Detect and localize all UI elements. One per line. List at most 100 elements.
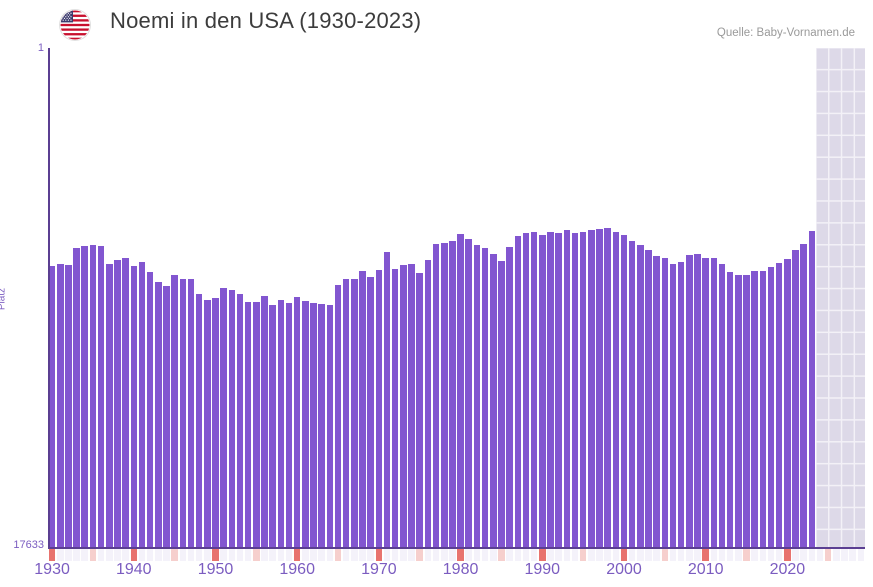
bar[interactable] [514,236,522,548]
bar[interactable] [416,273,423,548]
bar[interactable] [391,268,399,548]
bar[interactable] [743,274,750,548]
bar[interactable] [547,232,554,548]
bar[interactable] [800,243,807,548]
bar[interactable] [702,257,709,548]
bar[interactable] [318,304,325,548]
bar[interactable] [138,262,146,548]
bar[interactable] [155,282,162,548]
bar[interactable] [97,246,105,548]
bar[interactable] [726,272,734,548]
bar[interactable] [440,242,448,548]
bar[interactable] [571,232,579,548]
bar[interactable] [792,249,799,548]
bar[interactable] [686,254,693,548]
bar[interactable] [56,263,64,548]
bar[interactable] [735,275,742,548]
bar[interactable] [555,232,562,548]
bar[interactable] [645,249,652,548]
bar[interactable] [563,230,571,548]
bar[interactable] [465,239,473,548]
bar[interactable] [244,301,252,548]
bar[interactable] [628,240,636,548]
bar[interactable] [596,229,603,548]
bar[interactable] [775,262,783,548]
x-axis-tick [97,549,105,561]
bar[interactable] [293,297,301,548]
bar[interactable] [302,300,309,548]
bar[interactable] [400,264,407,548]
bar[interactable] [718,264,726,548]
bar[interactable] [669,263,677,548]
bar[interactable] [375,270,383,548]
bar[interactable] [236,293,244,548]
bar[interactable] [604,228,611,548]
bar[interactable] [342,278,350,548]
bar[interactable] [65,264,72,548]
bar[interactable] [408,264,415,548]
bar[interactable] [457,233,464,548]
bar[interactable] [677,261,685,548]
x-tick-label: 1970 [361,561,397,578]
page-title: Noemi in den USA (1930-2023) [110,8,422,33]
bar[interactable] [228,290,236,548]
bar[interactable] [163,286,170,548]
bar[interactable] [784,258,791,548]
bar[interactable] [751,271,758,548]
bar[interactable] [269,304,276,548]
bar[interactable] [146,272,154,548]
bar[interactable] [653,255,660,548]
bar[interactable] [579,232,587,548]
bar[interactable] [498,260,505,548]
bar[interactable] [489,253,497,548]
bar[interactable] [637,244,644,548]
bar[interactable] [253,302,260,548]
bar[interactable] [261,296,268,548]
bar[interactable] [612,231,620,548]
bar[interactable] [506,247,513,548]
bar[interactable] [359,270,366,548]
bar[interactable] [383,252,391,548]
bar[interactable] [73,247,80,548]
bar[interactable] [195,293,203,548]
bar[interactable] [171,275,178,548]
bar[interactable] [759,271,767,548]
bar[interactable] [588,230,595,548]
bar[interactable] [808,230,816,548]
bar[interactable] [285,303,293,548]
bar[interactable] [122,258,129,548]
x-axis-tick [187,549,195,561]
bar[interactable] [204,300,211,548]
bar[interactable] [212,298,219,548]
bar[interactable] [424,260,432,548]
bar[interactable] [310,302,317,548]
bar[interactable] [367,276,374,548]
bar[interactable] [620,235,628,548]
bar[interactable] [661,258,669,548]
bar[interactable] [326,304,334,548]
bar[interactable] [710,258,718,548]
bar[interactable] [481,248,489,548]
bar[interactable] [48,265,56,548]
bar[interactable] [179,278,187,548]
bar[interactable] [277,299,285,548]
bar[interactable] [334,285,342,548]
bar[interactable] [114,259,121,548]
bar[interactable] [530,232,538,548]
bar[interactable] [220,288,227,548]
bar[interactable] [473,244,481,548]
bar[interactable] [81,245,89,548]
bar[interactable] [351,278,358,548]
bar[interactable] [694,254,701,548]
bar[interactable] [539,234,546,548]
bar[interactable] [522,233,530,548]
bar[interactable] [106,263,113,548]
bar[interactable] [89,244,97,548]
x-axis-tick [824,549,832,561]
bar[interactable] [432,243,440,548]
bar[interactable] [130,266,138,548]
bar[interactable] [767,266,775,548]
bar[interactable] [187,278,195,548]
bar[interactable] [449,241,456,548]
x-axis-tick [694,549,701,561]
